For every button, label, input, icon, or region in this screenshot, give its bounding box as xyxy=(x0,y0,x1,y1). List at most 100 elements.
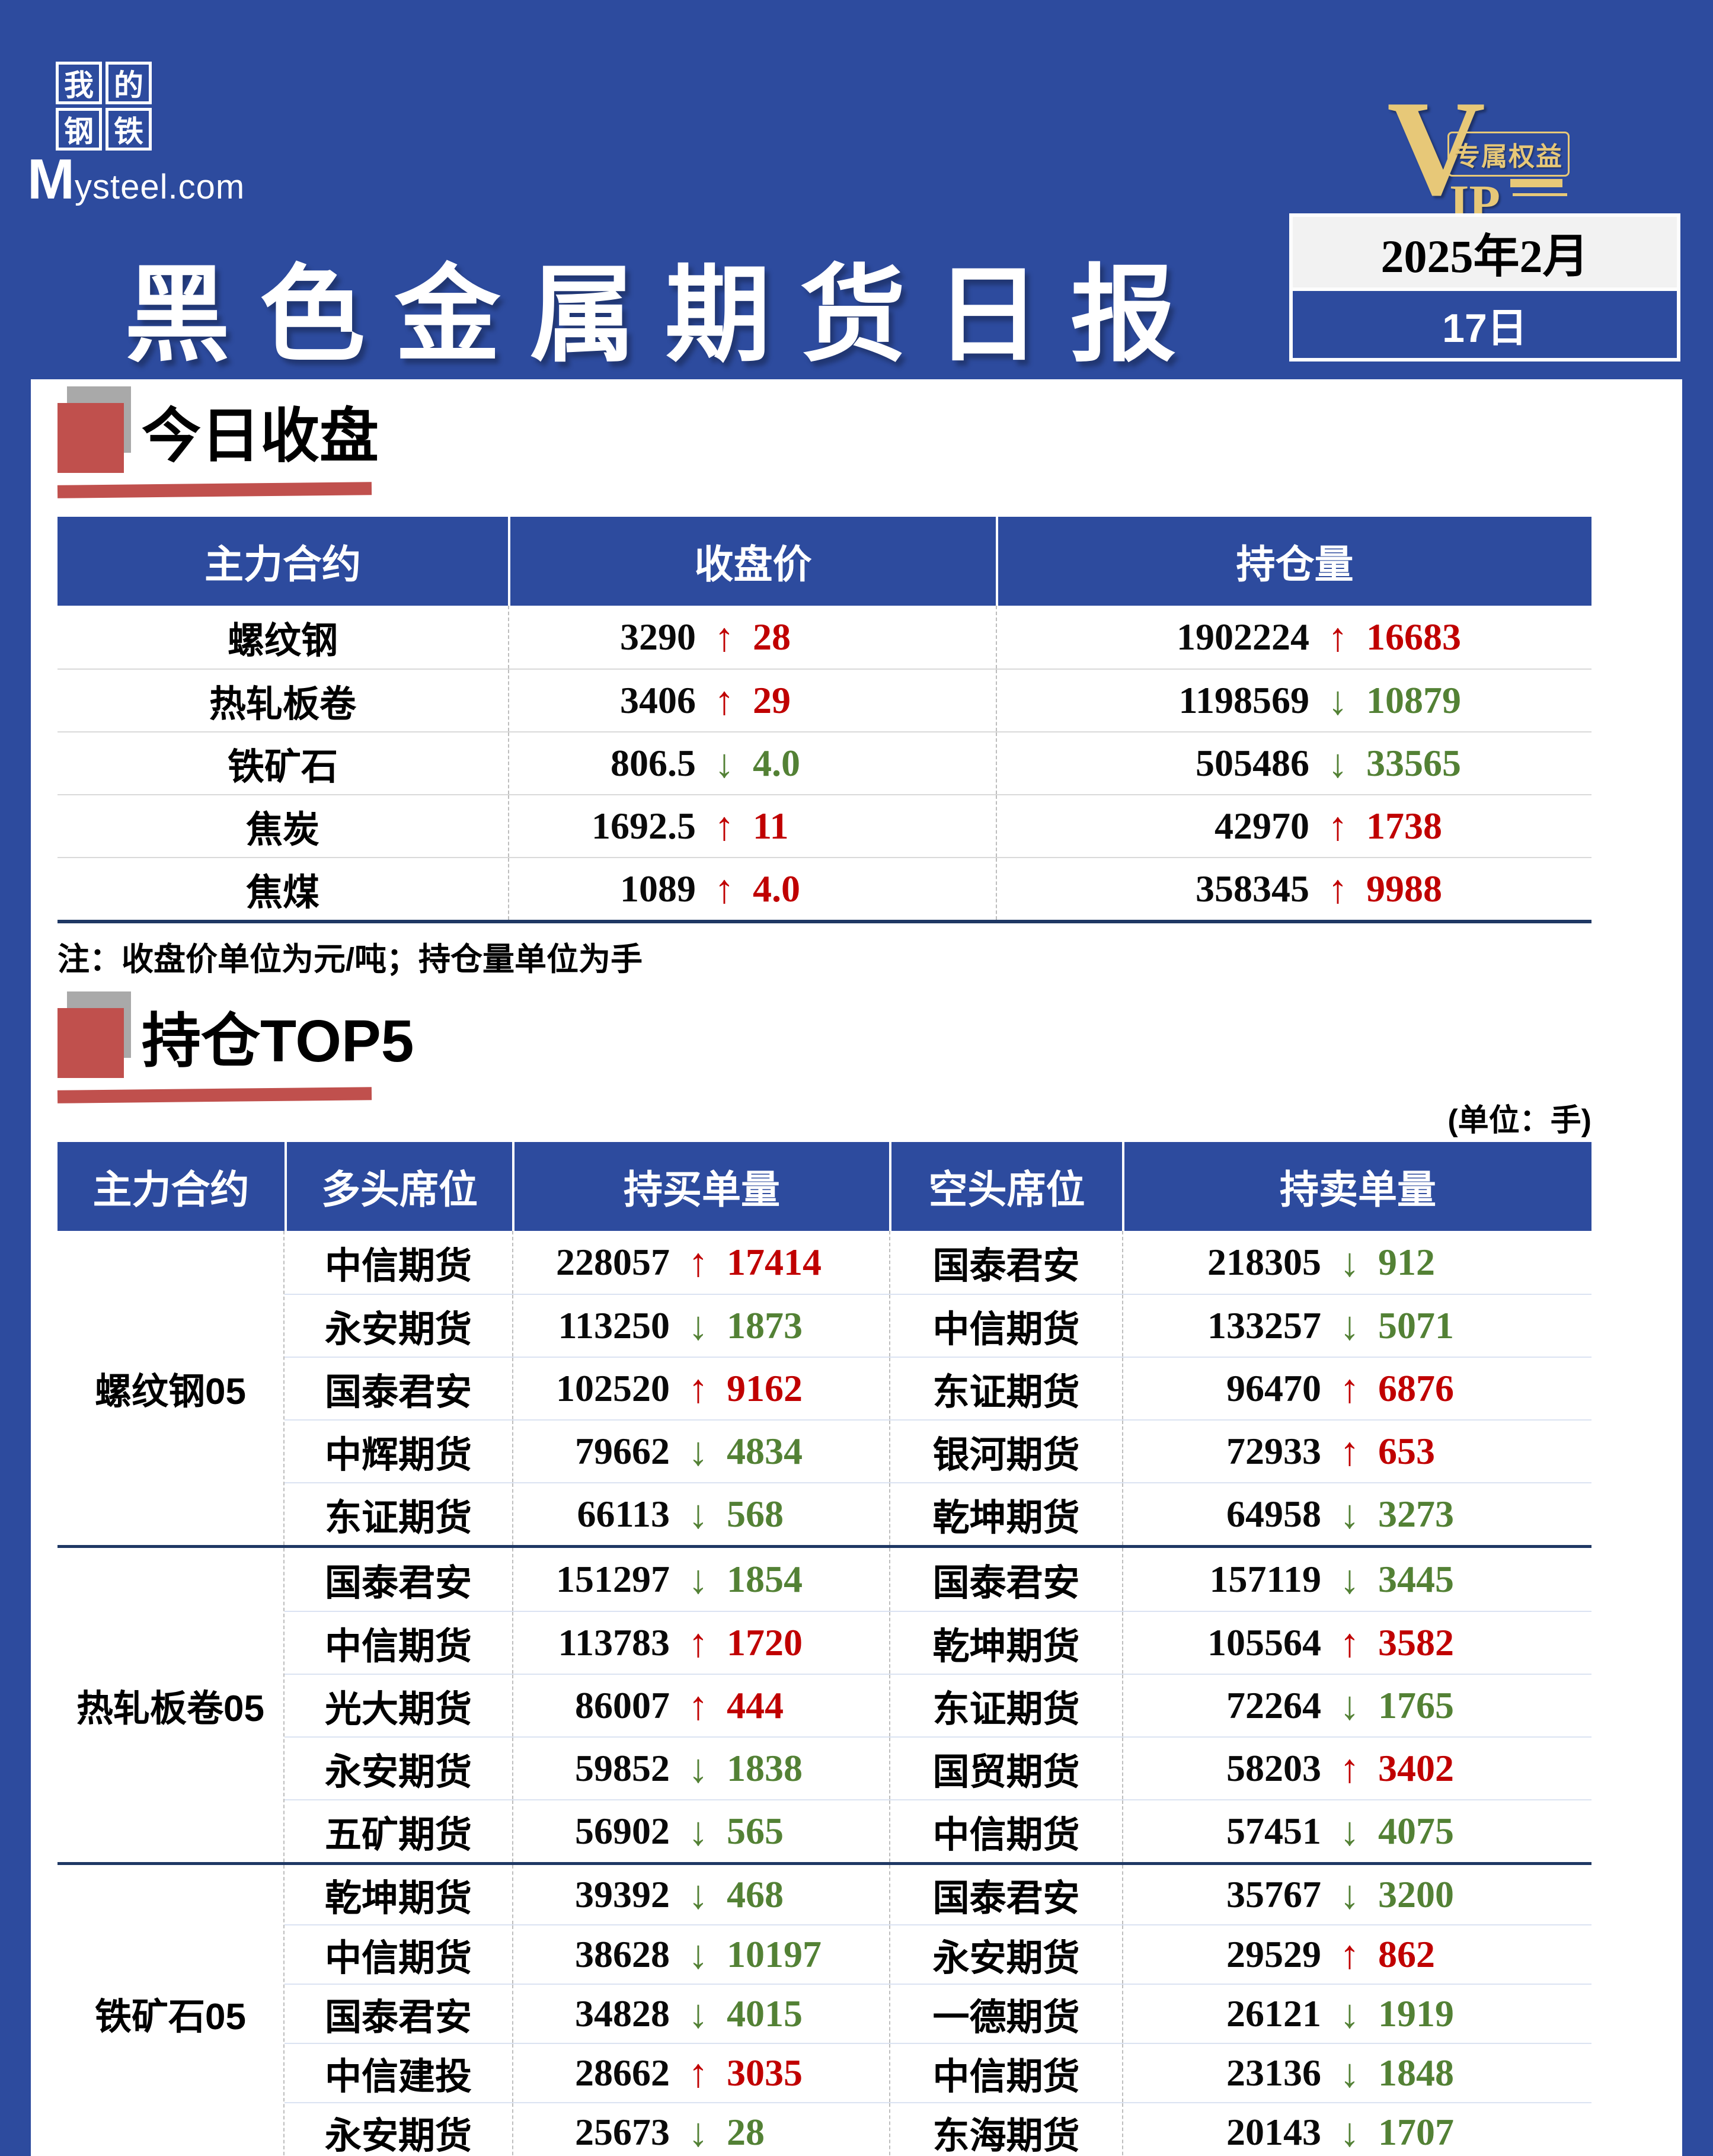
up-arrow-icon: ↑ xyxy=(1328,615,1348,660)
long-volume-change: 1838 xyxy=(727,1747,803,1789)
long-volume-value-group: 28662 ↑ 3035 xyxy=(513,2050,863,2096)
up-arrow-icon: ↑ xyxy=(688,1620,708,1665)
close-price-cell: 3290 ↑ 28 xyxy=(508,606,996,668)
short-volume-change: 1765 xyxy=(1378,1684,1454,1726)
down-arrow-icon: ↓ xyxy=(688,1872,708,1917)
short-volume-change: 1848 xyxy=(1378,2052,1454,2094)
section-marker xyxy=(57,386,131,473)
short-volume-cell: 218305 ↓ 912 xyxy=(1122,1231,1591,1294)
close-table-row: 焦炭 1692.5 ↑ 11 42970 ↑ 1738 xyxy=(57,794,1591,857)
up-arrow-icon: ↑ xyxy=(688,2051,708,2096)
up-arrow-icon: ↑ xyxy=(688,1366,708,1411)
short-broker-name: 国贸期货 xyxy=(889,1738,1122,1799)
vip-decor-line xyxy=(1510,179,1562,187)
short-volume-cell: 26121 ↓ 1919 xyxy=(1122,1985,1591,2043)
long-volume-change: 9162 xyxy=(727,1367,803,1409)
close-price-change: 4.0 xyxy=(753,868,800,910)
close-price-value-group: 3406 ↑ 29 xyxy=(509,677,883,724)
close-table: 主力合约 收盘价 持仓量 螺纹钢 3290 ↑ 28 1902224 ↑ 16683 热轧板卷… xyxy=(57,517,1591,923)
top5-row: 永安期货 59852 ↓ 1838 国贸期货 58203 ↑ 3402 xyxy=(285,1736,1591,1799)
short-broker-name: 乾坤期货 xyxy=(889,1612,1122,1674)
down-arrow-icon: ↓ xyxy=(688,1746,708,1791)
long-volume-cell: 113250 ↓ 1873 xyxy=(512,1295,889,1357)
long-volume-value: 39392 xyxy=(575,1873,670,1915)
up-arrow-icon: ↑ xyxy=(688,1240,708,1285)
open-interest-cell: 358345 ↑ 9988 xyxy=(996,858,1591,920)
top5-row: 乾坤期货 39392 ↓ 468 国泰君安 35767 ↓ 3200 xyxy=(285,1865,1591,1924)
open-interest-value: 1902224 xyxy=(1177,616,1309,658)
long-volume-cell: 151297 ↓ 1854 xyxy=(512,1548,889,1611)
long-volume-value: 34828 xyxy=(575,1992,670,2035)
short-volume-value-group: 26121 ↓ 1919 xyxy=(1123,1991,1532,2037)
short-volume-value-group: 58203 ↑ 3402 xyxy=(1123,1745,1532,1792)
long-volume-cell: 86007 ↑ 444 xyxy=(512,1675,889,1736)
long-volume-value: 79662 xyxy=(575,1430,670,1472)
short-volume-value: 72264 xyxy=(1226,1684,1321,1726)
short-broker-name: 东证期货 xyxy=(889,1675,1122,1736)
open-interest-value: 505486 xyxy=(1196,742,1309,784)
top5-table-body: 螺纹钢05 中信期货 228057 ↑ 17414 国泰君安 218305 ↓ 912 永安期货 1… xyxy=(57,1231,1591,2156)
close-price-change: 28 xyxy=(753,616,791,658)
top5-block-rows: 乾坤期货 39392 ↓ 468 国泰君安 35767 ↓ 3200 中信期货 38628 ↓ 101… xyxy=(285,1865,1591,2156)
short-volume-cell: 35767 ↓ 3200 xyxy=(1122,1865,1591,1924)
down-arrow-icon: ↓ xyxy=(1328,678,1348,723)
long-volume-value: 59852 xyxy=(575,1747,670,1789)
long-broker-name: 乾坤期货 xyxy=(324,1878,472,1919)
down-arrow-icon: ↓ xyxy=(1340,1557,1360,1602)
long-volume-value: 151297 xyxy=(556,1558,670,1600)
open-interest-change: 1738 xyxy=(1366,805,1442,847)
short-volume-value-group: 96470 ↑ 6876 xyxy=(1123,1365,1532,1412)
down-arrow-icon: ↓ xyxy=(688,1932,708,1977)
marker-square xyxy=(57,1008,124,1078)
page-title: 黑色金属期货日报 xyxy=(124,256,1206,374)
long-volume-change: 17414 xyxy=(727,1241,822,1283)
long-volume-value-group: 38628 ↓ 10197 xyxy=(513,1931,863,1978)
top5-row: 光大期货 86007 ↑ 444 东证期货 72264 ↓ 1765 xyxy=(285,1674,1591,1736)
long-volume-value-group: 228057 ↑ 17414 xyxy=(513,1239,863,1285)
short-volume-cell: 29529 ↑ 862 xyxy=(1122,1925,1591,1984)
top5-block: 铁矿石05 乾坤期货 39392 ↓ 468 国泰君安 35767 ↓ 3200 中信期货 3862… xyxy=(57,1865,1591,2156)
short-volume-cell: 58203 ↑ 3402 xyxy=(1122,1738,1591,1799)
section-close-title: 今日收盘 xyxy=(142,403,379,469)
short-volume-value-group: 72264 ↓ 1765 xyxy=(1123,1682,1532,1729)
close-price-value: 3406 xyxy=(620,679,696,721)
short-volume-change: 1919 xyxy=(1378,1992,1454,2035)
long-broker-name: 国泰君安 xyxy=(324,1997,472,2038)
down-arrow-icon: ↓ xyxy=(1340,2110,1360,2155)
up-arrow-icon: ↑ xyxy=(714,804,734,849)
close-table-body: 螺纹钢 3290 ↑ 28 1902224 ↑ 16683 热轧板卷 3406 ↑ 29 119856… xyxy=(57,606,1591,920)
long-volume-cell: 59852 ↓ 1838 xyxy=(512,1738,889,1799)
long-volume-value-group: 66113 ↓ 568 xyxy=(513,1491,863,1537)
contract-name: 焦炭 xyxy=(245,810,319,850)
close-price-cell: 806.5 ↓ 4.0 xyxy=(508,732,996,794)
close-price-change: 29 xyxy=(753,679,791,721)
short-volume-value: 96470 xyxy=(1226,1367,1321,1409)
short-broker-name: 一德期货 xyxy=(889,1985,1122,2043)
down-arrow-icon: ↓ xyxy=(688,1809,708,1854)
open-interest-cell: 505486 ↓ 33565 xyxy=(996,732,1591,794)
contract-name: 螺纹钢 xyxy=(227,620,338,661)
long-broker-name: 国泰君安 xyxy=(324,1372,472,1413)
short-volume-change: 1707 xyxy=(1378,2111,1454,2153)
content-panel: 今日收盘 主力合约 收盘价 持仓量 螺纹钢 3290 ↑ 28 1902224 ↑ 1668… xyxy=(31,379,1682,2156)
long-broker-name: 中辉期货 xyxy=(324,1435,472,1476)
short-volume-value: 20143 xyxy=(1226,2111,1321,2153)
long-volume-change: 1854 xyxy=(727,1558,803,1600)
top5-row: 中信期货 228057 ↑ 17414 国泰君安 218305 ↓ 912 xyxy=(285,1231,1591,1294)
long-broker-name: 永安期货 xyxy=(324,1309,472,1350)
close-price-change: 11 xyxy=(753,805,789,847)
short-volume-value-group: 35767 ↓ 3200 xyxy=(1123,1872,1532,1918)
close-price-value: 3290 xyxy=(620,616,696,658)
up-arrow-icon: ↑ xyxy=(1340,1429,1360,1474)
close-price-value-group: 1089 ↑ 4.0 xyxy=(509,866,883,912)
short-volume-value: 72933 xyxy=(1226,1430,1321,1472)
close-price-cell: 1692.5 ↑ 11 xyxy=(508,795,996,857)
down-arrow-icon: ↓ xyxy=(1340,1240,1360,1285)
close-price-value: 1089 xyxy=(620,868,696,910)
down-arrow-icon: ↓ xyxy=(1328,741,1348,786)
col-header-close-price: 收盘价 xyxy=(508,517,996,606)
down-arrow-icon: ↓ xyxy=(714,741,734,786)
long-broker-name: 中信期货 xyxy=(324,1938,472,1979)
short-volume-value-group: 29529 ↑ 862 xyxy=(1123,1931,1532,1978)
